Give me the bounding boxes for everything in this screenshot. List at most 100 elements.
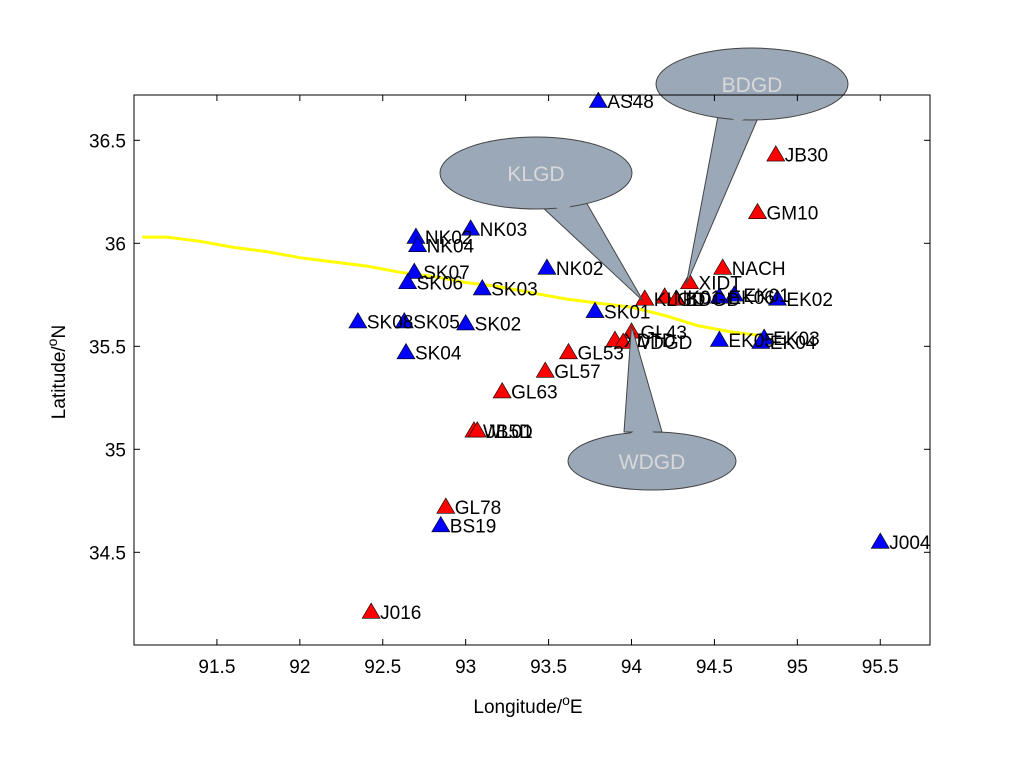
fault-line (142, 235, 765, 338)
station-marker-ek05 (709, 330, 729, 347)
y-tick-label: 35.5 (89, 337, 126, 358)
station-label-jb5d: JB5D (486, 422, 532, 443)
station-label-gl53: GL53 (577, 343, 623, 364)
station-marker-ek06 (709, 287, 729, 304)
station-marker-jb5d (467, 421, 487, 438)
station-label-gl57: GL57 (554, 362, 600, 383)
station-label-nk04: NK04 (427, 236, 475, 257)
station-label-sk01: SK01 (604, 302, 650, 323)
callout-bubble (439, 136, 633, 210)
station-label-ek03: EK03 (773, 329, 819, 350)
station-label-sk07: SK07 (423, 263, 469, 284)
x-tick-label: 92 (289, 657, 310, 678)
callout-bdgd: BDGD (655, 47, 849, 285)
station-marker-j004 (870, 532, 890, 549)
callout-label: WDGD (619, 451, 686, 474)
station-marker-gl78 (436, 497, 456, 514)
station-label-ek04: EK04 (770, 333, 817, 354)
callout-seam (626, 426, 660, 436)
x-tick-label: 93 (455, 657, 476, 678)
station-marker-nach (713, 258, 733, 275)
station-marker-gl57 (535, 361, 555, 378)
station-label-sk04: SK04 (415, 343, 462, 364)
station-markers (348, 91, 890, 619)
station-marker-sk05 (394, 312, 414, 329)
station-label-j004: J004 (889, 533, 931, 554)
y-tick-label: 35 (105, 440, 126, 461)
y-axis-title: Latitude/oN (44, 325, 70, 419)
station-label-nk02: NK02 (425, 228, 473, 249)
y-tick-label: 34.5 (89, 543, 126, 564)
station-label-bs19: BS19 (450, 517, 496, 538)
x-tick-label: 95.5 (862, 657, 899, 678)
station-label-gl63: GL63 (511, 383, 557, 404)
station-label-sk05: SK05 (413, 313, 459, 334)
station-marker-sk01 (585, 301, 605, 318)
station-marker-j016 (361, 602, 381, 619)
station-label-sk08: SK08 (367, 313, 413, 334)
station-label-gl78: GL78 (455, 498, 501, 519)
station-label-bdgd: BDGD (685, 290, 740, 311)
station-marker-sk08 (348, 312, 368, 329)
callout-pointer (538, 201, 644, 302)
callout-label: KLGD (507, 163, 564, 186)
station-label-ek05: EK05 (728, 331, 774, 352)
station-label-klgd: KLGD (654, 290, 706, 311)
callout-wdgd: WDGD (567, 325, 737, 491)
callout-bubble (655, 47, 849, 121)
x-tick-label: 95 (787, 657, 808, 678)
station-marker-sk03 (472, 279, 492, 296)
station-marker-gm10 (748, 202, 768, 220)
x-tick-label: 92.5 (364, 657, 401, 678)
station-label-sk03: SK03 (491, 280, 537, 301)
callout-seam (542, 198, 584, 211)
station-marker-nk04 (408, 235, 428, 252)
station-marker-wdgd (613, 332, 633, 349)
station-marker-xidt (680, 272, 700, 290)
station-marker-nk03 (461, 219, 481, 236)
station-marker-jb30 (766, 145, 786, 162)
station-label-j016: J016 (380, 603, 421, 624)
y-tick-label: 36 (105, 234, 126, 255)
x-tick-label: 91.5 (198, 657, 235, 678)
station-marker-as48 (588, 91, 608, 108)
station-marker-bdgd (666, 289, 686, 306)
station-label-sk06: SK06 (417, 273, 463, 294)
station-label-gl43: GL43 (641, 323, 687, 344)
station-label-sk02: SK02 (475, 315, 521, 336)
station-marker-sk07 (404, 262, 424, 279)
axes: 91.5 92 92.5 93 93.5 94 94.5 95 95.5 34.5 35 35.5 36… (89, 94, 931, 678)
station-label-xidt: XIDT (699, 273, 743, 294)
station-label-nk01: NK01 (674, 288, 722, 309)
station-label-ek02: EK02 (786, 290, 832, 311)
station-marker-gl53 (558, 342, 579, 360)
station-label-jb30: JB30 (785, 146, 828, 167)
x-tick-label: 94.5 (696, 657, 733, 678)
x-axis-title: Longitude/oE (473, 692, 582, 718)
y-tick-label: 36.5 (89, 131, 126, 152)
station-label-wl01: WL01 (483, 422, 533, 443)
station-marker-sk04 (396, 342, 416, 360)
station-marker-ek04 (751, 332, 771, 349)
plot-frame (133, 94, 931, 646)
station-marker-ek01 (724, 285, 744, 302)
station-marker-sk02 (456, 314, 476, 331)
station-label-nk03: NK03 (480, 220, 528, 241)
station-label-ek01: EK01 (743, 286, 789, 307)
station-label-nk02: NK02 (556, 259, 604, 280)
station-label-wdgd: WDGD (632, 333, 692, 354)
station-label-nach: NACH (732, 259, 786, 280)
station-label-as48: AS48 (607, 92, 653, 113)
station-marker-sk06 (398, 272, 418, 290)
station-marker-ek02 (767, 289, 787, 306)
callout-seam (720, 112, 756, 122)
callout-klgd: KLGD (439, 136, 644, 302)
station-marker-bs19 (431, 515, 451, 533)
station-marker-nk02 (537, 258, 557, 275)
station-label-ek06: EK06 (728, 288, 774, 309)
fault-line-layer (142, 235, 765, 338)
callout-label: BDGD (722, 74, 783, 97)
